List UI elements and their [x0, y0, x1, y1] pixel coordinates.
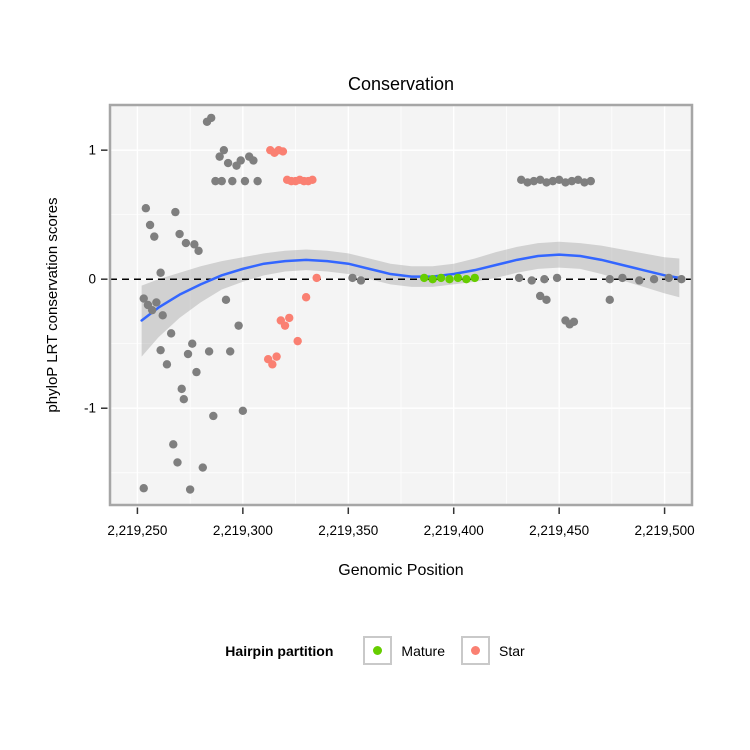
svg-text:2,219,300: 2,219,300: [213, 523, 273, 538]
y-axis-label: phyloP LRT conservation scores: [44, 197, 61, 412]
legend-label-mature: Mature: [401, 642, 445, 659]
svg-text:2,219,450: 2,219,450: [529, 523, 589, 538]
svg-text:0: 0: [88, 272, 96, 287]
legend-label-star: Star: [499, 642, 525, 659]
svg-text:2,219,250: 2,219,250: [107, 523, 167, 538]
legend: Hairpin partition Mature Star: [0, 636, 750, 665]
star-point-icon: [471, 646, 480, 655]
conservation-plot: 2,219,250 2,219,300 2,219,350 2,219,400 2,21…: [44, 74, 695, 579]
x-axis-label: Genomic Position: [338, 562, 463, 579]
legend-key-mature: [363, 636, 393, 665]
legend-title: Hairpin partition: [225, 642, 334, 659]
svg-text:-1: -1: [84, 401, 96, 416]
legend-key-star: [461, 636, 490, 665]
mature-point-icon: [373, 646, 383, 655]
svg-text:1: 1: [88, 143, 96, 158]
plot-layers: 2,219,250 2,219,300 2,219,350 2,219,400 2,21…: [84, 103, 695, 538]
legend-item-mature: Mature: [363, 636, 445, 665]
svg-text:2,219,500: 2,219,500: [635, 523, 695, 538]
legend-item-star: Star: [461, 636, 525, 665]
chart-title: Conservation: [348, 74, 454, 94]
svg-text:2,219,350: 2,219,350: [318, 523, 378, 538]
svg-text:2,219,400: 2,219,400: [424, 523, 484, 538]
